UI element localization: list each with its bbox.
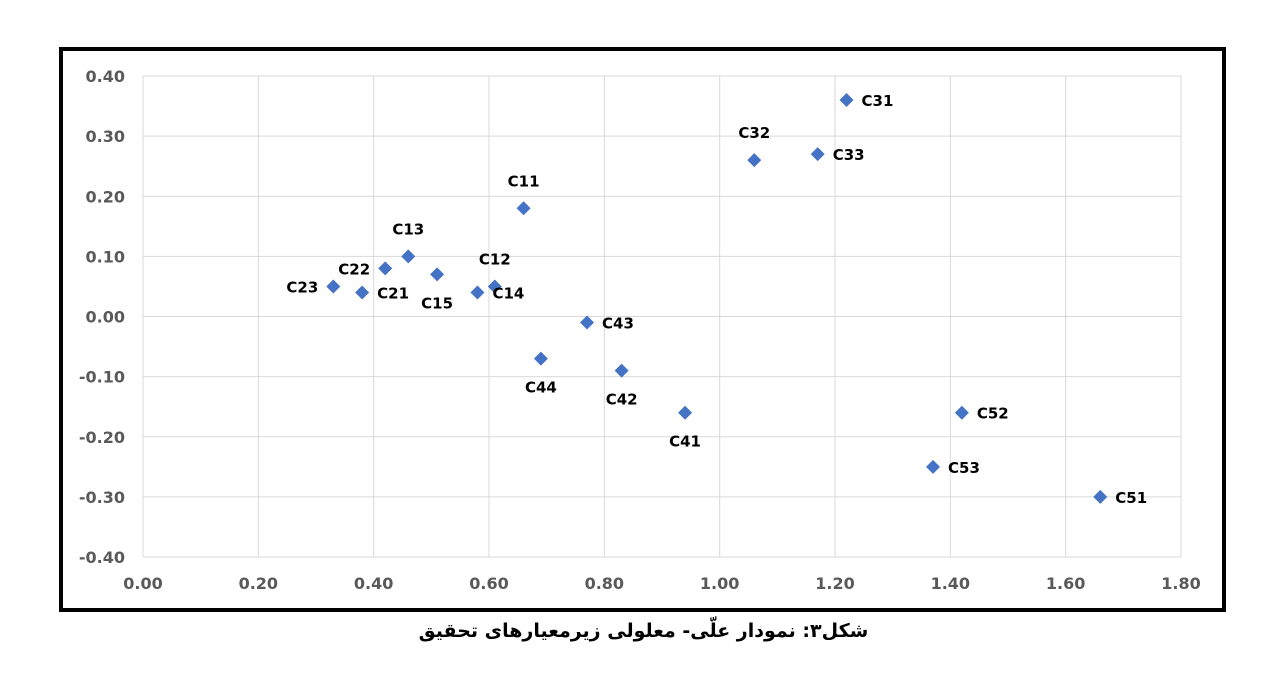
- data-point-c13: [401, 249, 416, 264]
- data-point-c32: [747, 153, 762, 168]
- y-tick-label: 0.10: [86, 247, 125, 266]
- x-tick-label: 0.60: [469, 574, 508, 593]
- data-label-c42: C42: [606, 391, 638, 409]
- data-point-c52: [954, 405, 969, 420]
- grid-lines: [142, 75, 1182, 558]
- y-tick-label: -0.10: [79, 368, 125, 387]
- data-label-c12: C12: [479, 250, 511, 268]
- y-tick-label: 0.20: [86, 187, 125, 206]
- x-tick-label: 0.20: [239, 574, 278, 593]
- data-point-c21: [355, 285, 370, 300]
- data-point-c42: [614, 363, 629, 378]
- data-label-c52: C52: [977, 405, 1009, 423]
- data-point-c12: [487, 279, 502, 294]
- data-point-c22: [378, 261, 393, 276]
- data-point-labels: C11 C12 C13 C14 C15 C21 C22 C23 C31 C32 C33 C41 C42 C…: [286, 92, 1147, 507]
- data-point-c44: [533, 351, 548, 366]
- x-tick-label: 0.00: [123, 574, 162, 593]
- x-tick-label: 0.40: [354, 574, 393, 593]
- data-point-c53: [926, 459, 941, 474]
- data-label-c22: C22: [338, 260, 370, 278]
- chart-frame: -0.40 -0.30 -0.20 -0.10 0.00 0.10 0.20 0.30 0.40…: [59, 47, 1226, 612]
- data-point-c41: [678, 405, 693, 420]
- x-tick-label: 1.80: [1161, 574, 1200, 593]
- figure-caption: شکل۳: نمودار علّی- معلولی زیرمعیارهای تح…: [418, 620, 869, 642]
- data-point-c31: [839, 93, 854, 108]
- data-label-c15: C15: [421, 294, 453, 312]
- data-label-c51: C51: [1115, 489, 1147, 507]
- data-label-c32: C32: [738, 124, 770, 142]
- y-tick-label: 0.00: [86, 308, 125, 327]
- data-point-c33: [810, 147, 825, 162]
- y-axis-ticks: -0.40 -0.30 -0.20 -0.10 0.00 0.10 0.20 0.30 0.40: [79, 67, 125, 567]
- y-tick-label: 0.30: [86, 127, 125, 146]
- data-label-c41: C41: [669, 433, 701, 451]
- x-axis-ticks: 0.00 0.20 0.40 0.60 0.80 1.00 1.20 1.40 1.60 1.80: [123, 574, 1200, 593]
- data-point-c43: [580, 315, 595, 330]
- data-label-c14: C14: [492, 284, 524, 302]
- y-tick-label: 0.40: [86, 67, 125, 86]
- data-point-c14: [470, 285, 485, 300]
- data-label-c44: C44: [525, 379, 557, 397]
- y-tick-label: -0.40: [79, 548, 125, 567]
- x-tick-label: 1.40: [931, 574, 970, 593]
- data-label-c43: C43: [602, 315, 634, 333]
- data-point-c15: [430, 267, 445, 282]
- x-tick-label: 0.80: [585, 574, 624, 593]
- data-label-c33: C33: [833, 146, 865, 164]
- data-label-c11: C11: [508, 172, 540, 190]
- y-tick-label: -0.20: [79, 428, 125, 447]
- data-label-c23: C23: [286, 278, 318, 296]
- data-label-c31: C31: [862, 92, 894, 110]
- x-tick-label: 1.20: [815, 574, 854, 593]
- x-tick-label: 1.00: [700, 574, 739, 593]
- data-point-c11: [516, 201, 531, 216]
- data-point-c51: [1093, 489, 1108, 504]
- data-point-c23: [326, 279, 341, 294]
- data-label-c21: C21: [377, 284, 409, 302]
- y-tick-label: -0.30: [79, 488, 125, 507]
- data-points: [326, 93, 1108, 504]
- x-tick-label: 1.60: [1046, 574, 1085, 593]
- data-label-c13: C13: [392, 220, 424, 238]
- scatter-chart: -0.40 -0.30 -0.20 -0.10 0.00 0.10 0.20 0.30 0.40…: [79, 67, 1201, 593]
- data-label-c53: C53: [948, 459, 980, 477]
